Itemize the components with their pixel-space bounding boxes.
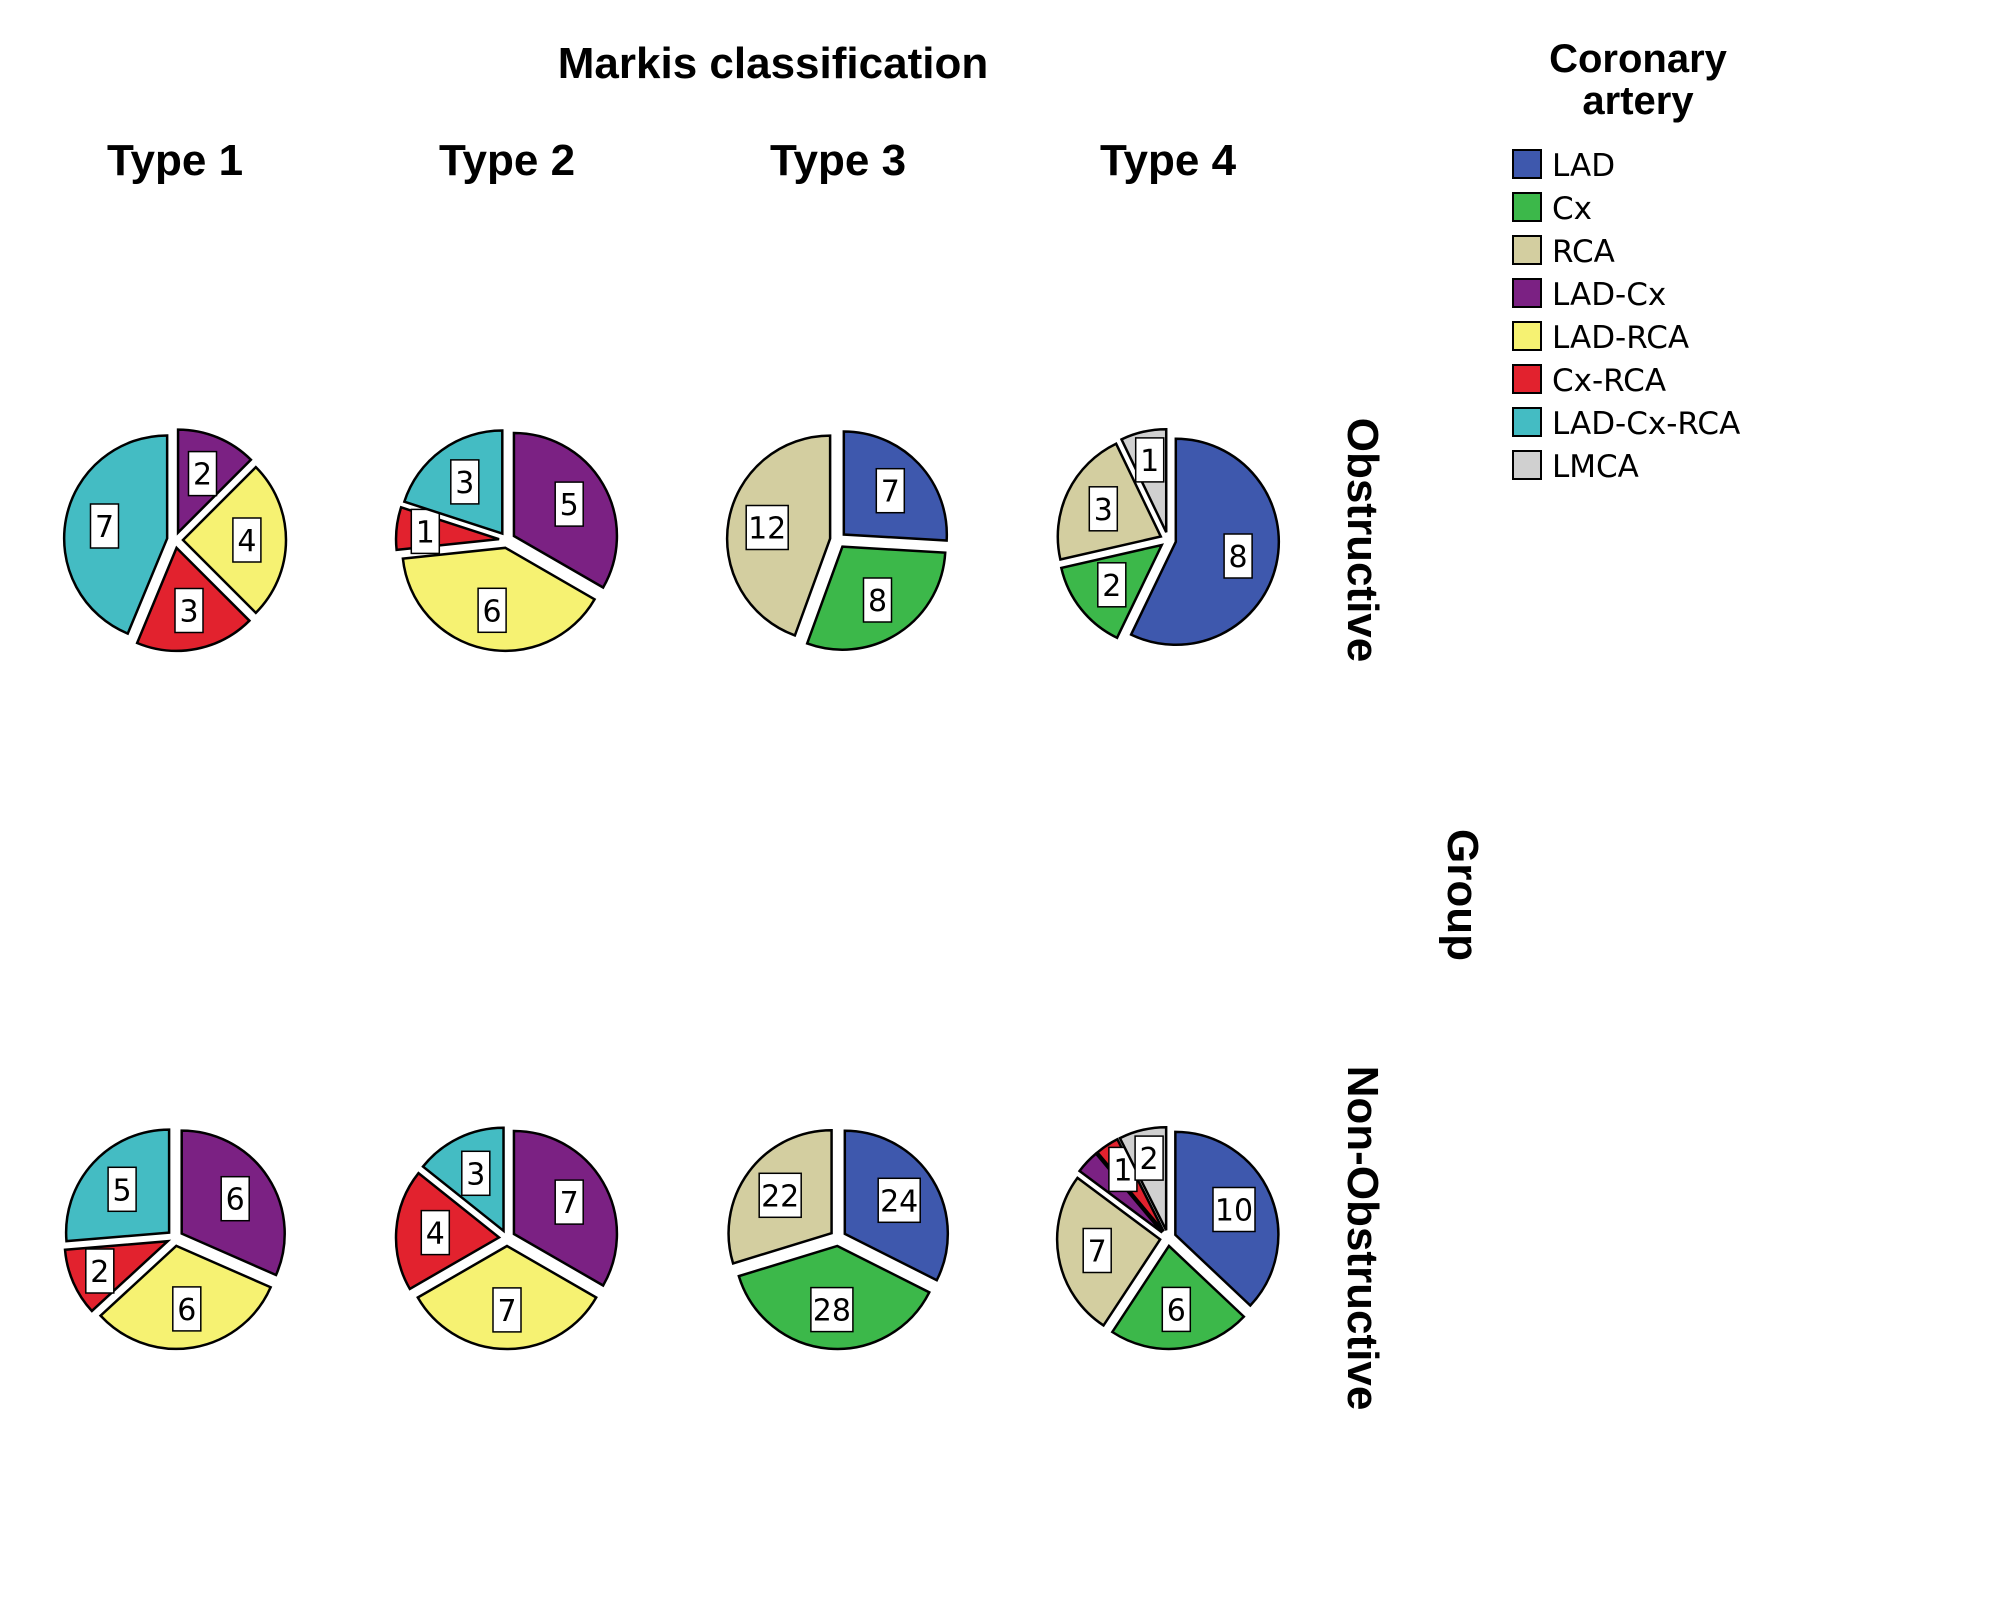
- slice-label-obstructive-type-4-rca: 3: [1094, 493, 1113, 528]
- slice-label-box-non-obstructive-type-1-lad-cx-rca: [107, 1166, 137, 1213]
- slice-label-non-obstructive-type-4-lad: 10: [1215, 1194, 1253, 1229]
- slice-label-box-non-obstructive-type-1-lad-rca: [172, 1286, 202, 1332]
- slice-label-box-non-obstructive-type-2-lad-rca: [492, 1287, 522, 1333]
- pie-slice-non-obstructive-type-4-lad-cx: [1077, 1151, 1164, 1234]
- slice-label-box-obstructive-type-3-lad: [875, 467, 906, 514]
- slice-label-obstructive-type-2-cx-rca: 1: [416, 515, 435, 550]
- legend-label-lad-cx-rca: LAD-Cx-RCA: [1552, 406, 1740, 442]
- slice-label-box-obstructive-type-1-lad-cx-rca: [89, 503, 120, 549]
- slice-label-non-obstructive-type-3-cx: 28: [813, 1294, 851, 1329]
- legend-swatch-lad-cx: [1512, 278, 1542, 308]
- slice-label-obstructive-type-4-lmca: 1: [1140, 444, 1159, 479]
- slice-label-obstructive-type-3-cx: 8: [868, 584, 887, 619]
- slice-label-obstructive-type-2-lad-cx-rca: 3: [455, 466, 474, 501]
- legend-swatch-lad-rca: [1512, 321, 1542, 351]
- slice-label-non-obstructive-type-1-lad-cx: 6: [226, 1183, 245, 1218]
- slice-label-box-obstructive-type-1-lad-cx: [187, 450, 218, 497]
- slice-label-obstructive-type-4-lad: 8: [1229, 540, 1248, 575]
- slice-label-box-obstructive-type-2-lad-cx: [554, 481, 584, 527]
- slice-label-box-non-obstructive-type-4-lmca: [1134, 1135, 1164, 1181]
- legend-swatch-lmca: [1512, 450, 1542, 480]
- slice-label-box-obstructive-type-1-lad-rca: [232, 517, 262, 563]
- slice-label-box-non-obstructive-type-3-lad: [877, 1177, 921, 1224]
- slice-label-box-obstructive-type-1-cx-rca: [174, 587, 204, 634]
- legend-swatch-lad: [1512, 149, 1542, 179]
- legend-label-lad-cx: LAD-Cx: [1552, 277, 1666, 313]
- slice-label-box-non-obstructive-type-4-cx: [1161, 1286, 1192, 1333]
- column-header-type-3: Type 3: [770, 136, 906, 185]
- legend-label-lad-rca: LAD-RCA: [1552, 320, 1689, 356]
- slice-label-obstructive-type-2-lad-rca: 6: [483, 594, 502, 629]
- column-header-type-1: Type 1: [107, 136, 243, 185]
- slice-label-box-non-obstructive-type-1-cx-rca: [85, 1248, 115, 1294]
- slice-label-non-obstructive-type-1-lad-cx-rca: 5: [113, 1173, 132, 1208]
- slice-label-non-obstructive-type-2-lad-cx: 7: [560, 1186, 579, 1221]
- legend-label-rca: RCA: [1552, 234, 1615, 270]
- chart-title: Markis classification: [558, 39, 988, 88]
- slice-label-non-obstructive-type-2-cx-rca: 4: [426, 1217, 445, 1252]
- slice-label-box-obstructive-type-2-cx-rca: [410, 508, 441, 555]
- slice-label-non-obstructive-type-3-rca: 22: [761, 1179, 799, 1214]
- slice-label-box-obstructive-type-4-rca: [1088, 486, 1119, 532]
- row-label-non-obstructive: Non-Obstructive: [1338, 1066, 1387, 1411]
- slice-label-box-obstructive-type-2-lad-cx-rca: [450, 459, 480, 505]
- legend-swatch-rca: [1512, 235, 1542, 265]
- slice-label-obstructive-type-1-lad-cx-rca: 7: [95, 510, 114, 545]
- legend-swatch-cx-rca: [1512, 364, 1542, 394]
- slice-label-obstructive-type-1-lad-rca: 4: [237, 524, 256, 559]
- slice-label-obstructive-type-2-lad-cx: 5: [560, 488, 579, 523]
- slice-label-non-obstructive-type-4-lmca: 2: [1140, 1142, 1159, 1177]
- slice-label-box-non-obstructive-type-4-lad: [1212, 1186, 1256, 1233]
- legend-swatch-lad-cx-rca: [1512, 407, 1542, 437]
- slice-label-box-non-obstructive-type-3-rca: [758, 1172, 802, 1219]
- legend-label-lad: LAD: [1552, 148, 1615, 184]
- slice-label-non-obstructive-type-1-cx-rca: 2: [90, 1255, 109, 1290]
- slice-label-box-obstructive-type-4-lmca: [1134, 437, 1165, 483]
- slice-label-non-obstructive-type-4-cx: 6: [1167, 1293, 1186, 1328]
- slice-label-box-non-obstructive-type-2-cx-rca: [420, 1209, 451, 1256]
- slice-label-box-obstructive-type-3-cx: [862, 577, 893, 623]
- slice-label-non-obstructive-type-2-lad-rca: 7: [497, 1294, 516, 1329]
- slice-label-non-obstructive-type-3-lad: 24: [880, 1184, 918, 1219]
- slice-label-obstructive-type-3-rca: 12: [748, 512, 786, 547]
- legend-swatch-cx: [1512, 192, 1542, 222]
- legend-label-cx-rca: Cx-RCA: [1552, 363, 1666, 399]
- slice-label-box-non-obstructive-type-4-rca: [1082, 1227, 1112, 1274]
- row-axis-label: Group: [1438, 829, 1487, 961]
- slice-label-box-obstructive-type-3-rca: [745, 504, 789, 551]
- slice-label-box-non-obstructive-type-2-lad-cx-rca: [461, 1150, 491, 1197]
- slice-label-non-obstructive-type-1-lad-rca: 6: [177, 1293, 196, 1328]
- slice-label-non-obstructive-type-4-cx-rca: 1: [1113, 1153, 1132, 1188]
- legend-label-cx: Cx: [1552, 191, 1592, 227]
- slice-label-obstructive-type-1-lad-cx: 2: [193, 458, 212, 493]
- column-header-type-4: Type 4: [1100, 136, 1237, 185]
- column-header-type-2: Type 2: [439, 136, 575, 185]
- slice-label-obstructive-type-1-cx-rca: 3: [179, 595, 198, 630]
- slice-label-non-obstructive-type-4-rca: 7: [1088, 1235, 1107, 1270]
- slice-label-box-obstructive-type-4-cx: [1097, 562, 1127, 608]
- slice-label-obstructive-type-3-lad: 7: [881, 475, 900, 510]
- legend-title: Coronary artery: [1549, 37, 1728, 123]
- legend-label-lmca: LMCA: [1552, 449, 1639, 485]
- slice-label-box-non-obstructive-type-3-cx: [810, 1286, 854, 1333]
- pie-slice-obstructive-type-4-lad: [1129, 437, 1281, 646]
- slice-label-box-non-obstructive-type-4-cx-rca: [1108, 1146, 1138, 1193]
- slice-label-box-non-obstructive-type-2-lad-cx: [554, 1179, 584, 1225]
- slice-label-non-obstructive-type-2-lad-cx-rca: 3: [466, 1157, 485, 1192]
- row-label-obstructive: Obstructive: [1338, 418, 1387, 663]
- slice-label-obstructive-type-4-cx: 2: [1102, 569, 1121, 604]
- slice-label-box-obstructive-type-4-lad: [1223, 533, 1253, 579]
- slice-label-box-obstructive-type-2-lad-rca: [477, 587, 507, 634]
- slice-label-box-non-obstructive-type-1-lad-cx: [220, 1175, 250, 1222]
